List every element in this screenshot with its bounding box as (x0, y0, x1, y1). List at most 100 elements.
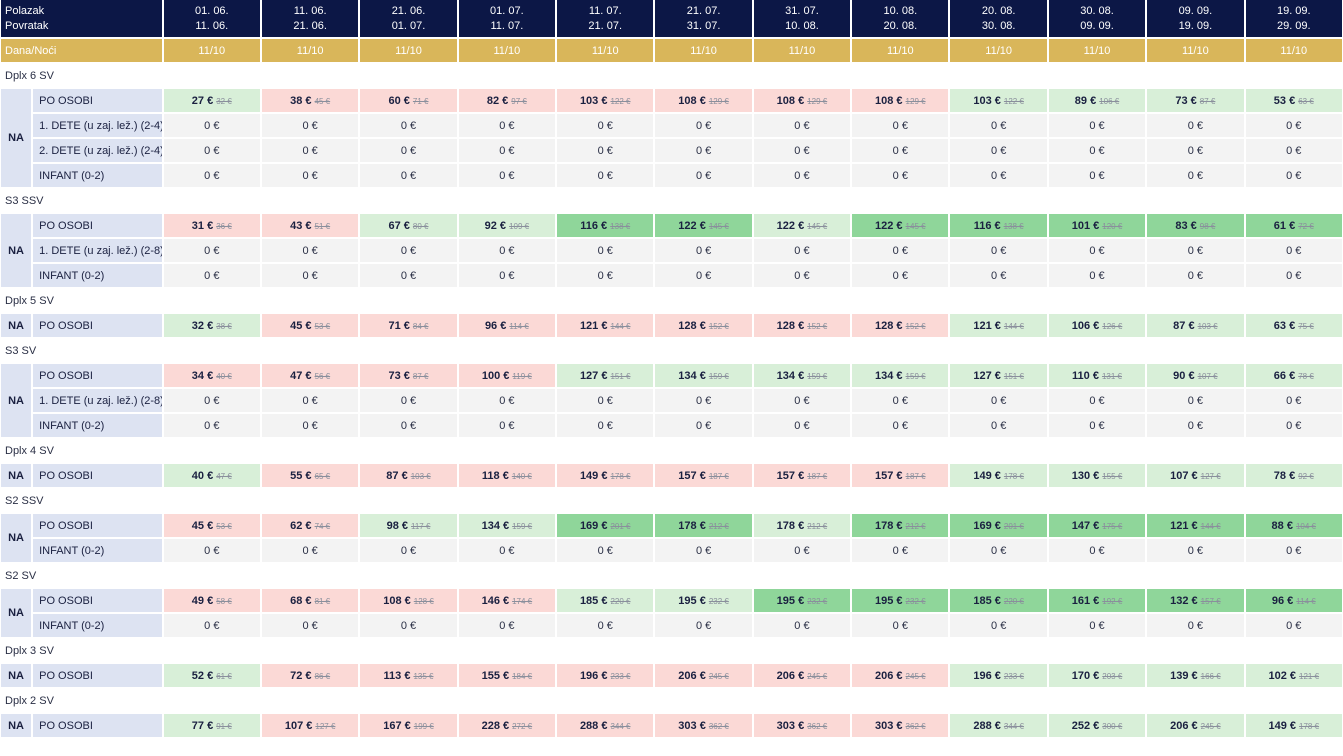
price-cell[interactable]: 49 €58 € (163, 589, 260, 612)
price-cell[interactable]: 53 €63 € (1245, 89, 1342, 112)
price-cell[interactable]: 31 €36 € (163, 214, 260, 237)
price-cell[interactable]: 43 €51 € (261, 214, 359, 237)
price-cell[interactable]: 157 €187 € (852, 464, 949, 487)
price-cell[interactable]: 77 €91 € (163, 714, 260, 737)
price-cell[interactable]: 196 €233 € (950, 664, 1047, 687)
date-column-header[interactable]: 30. 08. 09. 09. (1048, 0, 1146, 37)
date-column-header[interactable]: 01. 06. 11. 06. (163, 0, 260, 37)
price-cell[interactable]: 78 €92 € (1245, 464, 1342, 487)
price-cell[interactable]: 101 €120 € (1048, 214, 1146, 237)
price-cell[interactable]: 139 €166 € (1147, 664, 1244, 687)
price-cell[interactable]: 130 €155 € (1048, 464, 1146, 487)
price-cell[interactable]: 157 €187 € (753, 464, 851, 487)
date-column-header[interactable]: 11. 06. 21. 06. (261, 0, 359, 37)
price-cell[interactable]: 71 €84 € (360, 314, 457, 337)
price-cell[interactable]: 206 €245 € (655, 664, 752, 687)
price-cell[interactable]: 45 €53 € (163, 514, 260, 537)
price-cell[interactable]: 102 €121 € (1245, 664, 1342, 687)
price-cell[interactable]: 116 €138 € (557, 214, 654, 237)
date-column-header[interactable]: 09. 09. 19. 09. (1147, 0, 1244, 37)
date-column-header[interactable]: 20. 08. 30. 08. (950, 0, 1047, 37)
price-cell[interactable]: 206 €245 € (753, 664, 851, 687)
price-cell[interactable]: 38 €45 € (261, 89, 359, 112)
price-cell[interactable]: 288 €344 € (950, 714, 1047, 737)
price-cell[interactable]: 185 €220 € (557, 589, 654, 612)
price-cell[interactable]: 127 €151 € (950, 364, 1047, 387)
price-cell[interactable]: 127 €151 € (557, 364, 654, 387)
price-cell[interactable]: 178 €212 € (655, 514, 752, 537)
price-cell[interactable]: 63 €75 € (1245, 314, 1342, 337)
price-cell[interactable]: 62 €74 € (261, 514, 359, 537)
price-cell[interactable]: 100 €119 € (458, 364, 556, 387)
price-cell[interactable]: 303 €362 € (852, 714, 949, 737)
price-cell[interactable]: 134 €159 € (852, 364, 949, 387)
price-cell[interactable]: 113 €135 € (360, 664, 457, 687)
price-cell[interactable]: 40 €47 € (163, 464, 260, 487)
date-column-header[interactable]: 21. 06. 01. 07. (360, 0, 457, 37)
price-cell[interactable]: 146 €174 € (458, 589, 556, 612)
price-cell[interactable]: 252 €300 € (1048, 714, 1146, 737)
price-cell[interactable]: 103 €122 € (557, 89, 654, 112)
price-cell[interactable]: 122 €145 € (753, 214, 851, 237)
price-cell[interactable]: 32 €38 € (163, 314, 260, 337)
price-cell[interactable]: 128 €152 € (753, 314, 851, 337)
price-cell[interactable]: 161 €192 € (1048, 589, 1146, 612)
price-cell[interactable]: 134 €159 € (655, 364, 752, 387)
price-cell[interactable]: 73 €87 € (360, 364, 457, 387)
price-cell[interactable]: 87 €103 € (360, 464, 457, 487)
price-cell[interactable]: 82 €97 € (458, 89, 556, 112)
price-cell[interactable]: 128 €152 € (852, 314, 949, 337)
price-cell[interactable]: 108 €129 € (753, 89, 851, 112)
price-cell[interactable]: 288 €344 € (557, 714, 654, 737)
price-cell[interactable]: 134 €159 € (753, 364, 851, 387)
price-cell[interactable]: 47 €56 € (261, 364, 359, 387)
price-cell[interactable]: 206 €245 € (852, 664, 949, 687)
price-cell[interactable]: 107 €127 € (261, 714, 359, 737)
price-cell[interactable]: 96 €114 € (458, 314, 556, 337)
price-cell[interactable]: 149 €178 € (1245, 714, 1342, 737)
price-cell[interactable]: 88 €104 € (1245, 514, 1342, 537)
price-cell[interactable]: 121 €144 € (950, 314, 1047, 337)
price-cell[interactable]: 106 €126 € (1048, 314, 1146, 337)
price-cell[interactable]: 61 €72 € (1245, 214, 1342, 237)
price-cell[interactable]: 132 €157 € (1147, 589, 1244, 612)
price-cell[interactable]: 107 €127 € (1147, 464, 1244, 487)
price-cell[interactable]: 178 €212 € (753, 514, 851, 537)
price-cell[interactable]: 55 €65 € (261, 464, 359, 487)
price-cell[interactable]: 155 €184 € (458, 664, 556, 687)
price-cell[interactable]: 122 €145 € (852, 214, 949, 237)
price-cell[interactable]: 121 €144 € (557, 314, 654, 337)
date-column-header[interactable]: 10. 08. 20. 08. (852, 0, 949, 37)
price-cell[interactable]: 66 €78 € (1245, 364, 1342, 387)
date-column-header[interactable]: 19. 09. 29. 09. (1245, 0, 1342, 37)
price-cell[interactable]: 122 €145 € (655, 214, 752, 237)
price-cell[interactable]: 170 €203 € (1048, 664, 1146, 687)
date-column-header[interactable]: 31. 07. 10. 08. (753, 0, 851, 37)
price-cell[interactable]: 303 €362 € (753, 714, 851, 737)
price-cell[interactable]: 134 €159 € (458, 514, 556, 537)
price-cell[interactable]: 228 €272 € (458, 714, 556, 737)
price-cell[interactable]: 178 €212 € (852, 514, 949, 537)
date-column-header[interactable]: 11. 07. 21. 07. (557, 0, 654, 37)
price-cell[interactable]: 52 €61 € (163, 664, 260, 687)
price-cell[interactable]: 149 €178 € (557, 464, 654, 487)
price-cell[interactable]: 206 €245 € (1147, 714, 1244, 737)
date-column-header[interactable]: 01. 07. 11. 07. (458, 0, 556, 37)
price-cell[interactable]: 195 €232 € (655, 589, 752, 612)
price-cell[interactable]: 169 €201 € (557, 514, 654, 537)
price-cell[interactable]: 196 €233 € (557, 664, 654, 687)
price-cell[interactable]: 185 €220 € (950, 589, 1047, 612)
price-cell[interactable]: 149 €178 € (950, 464, 1047, 487)
date-column-header[interactable]: 21. 07. 31. 07. (655, 0, 752, 37)
price-cell[interactable]: 195 €232 € (753, 589, 851, 612)
price-cell[interactable]: 72 €86 € (261, 664, 359, 687)
price-cell[interactable]: 195 €232 € (852, 589, 949, 612)
price-cell[interactable]: 169 €201 € (950, 514, 1047, 537)
price-cell[interactable]: 45 €53 € (261, 314, 359, 337)
price-cell[interactable]: 157 €187 € (655, 464, 752, 487)
price-cell[interactable]: 103 €122 € (950, 89, 1047, 112)
price-cell[interactable]: 108 €128 € (360, 589, 457, 612)
price-cell[interactable]: 108 €129 € (655, 89, 752, 112)
price-cell[interactable]: 303 €362 € (655, 714, 752, 737)
price-cell[interactable]: 110 €131 € (1048, 364, 1146, 387)
